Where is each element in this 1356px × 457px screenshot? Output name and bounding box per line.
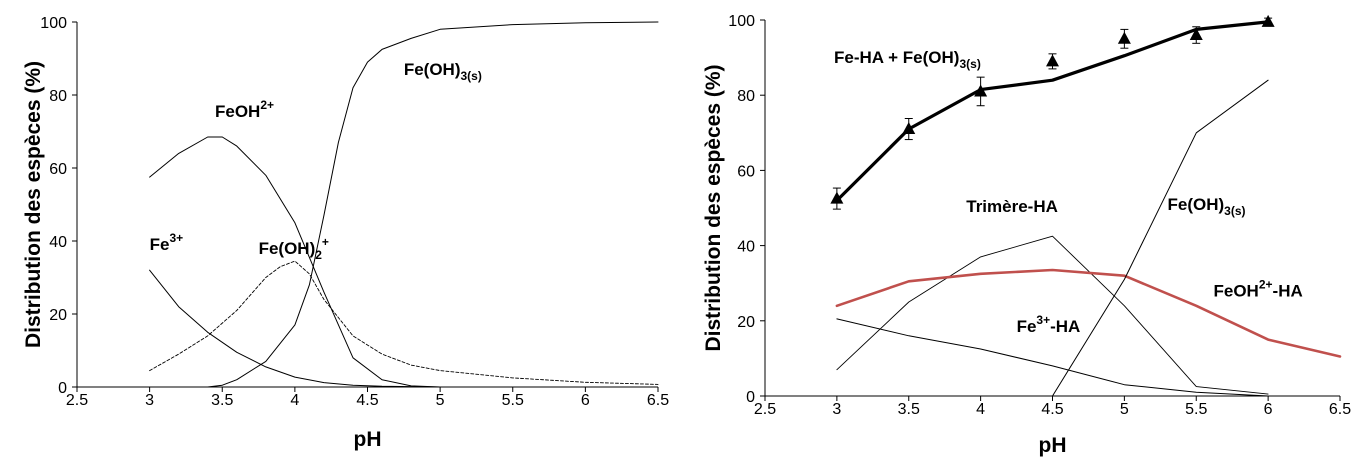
series-line-fe-oh-3-s — [149, 21, 659, 388]
y-tick-label: 100 — [40, 15, 67, 32]
series-label-feoh2: FeOH2+ — [215, 98, 274, 121]
x-tick-label: 5 — [1120, 401, 1129, 418]
series-label-fe-oh-3-s: Fe(OH)3(s) — [1168, 195, 1246, 218]
y-axis-label: Distribution des espèces (%) — [702, 64, 725, 351]
data-point-triangle — [830, 191, 844, 204]
y-axis-label: Distribution des espèces (%) — [22, 61, 45, 348]
series-label-subscript: 3(s) — [1224, 204, 1245, 218]
right-chart-panel: 2.5 3 3.5 4 4.5 5 5.5 6 6.5 0 20 40 60 80 100 pH Distrib… — [702, 13, 1351, 457]
series-label-superscript: + — [322, 235, 329, 249]
x-tick-label: 6.5 — [647, 392, 669, 409]
x-tick-label: 6.5 — [1329, 401, 1351, 418]
x-tick-label: 5.5 — [1185, 401, 1207, 418]
x-tick-label: 4 — [976, 401, 985, 418]
series-label-main: Fe-HA + Fe(OH) — [834, 48, 959, 67]
data-point-triangle — [1261, 14, 1275, 27]
series-label-fe-oh-3-s: Fe(OH)3(s) — [404, 60, 482, 83]
series-label-main: FeOH — [215, 102, 260, 121]
y-tick-label: 100 — [728, 13, 755, 30]
x-tick-label: 4 — [290, 392, 299, 409]
x-tick-label: 6 — [581, 392, 590, 409]
y-tick-label: 40 — [49, 234, 67, 251]
data-point-triangle — [1117, 31, 1131, 44]
y-tick-label: 80 — [737, 88, 755, 105]
left-chart-panel: 2.5 3 3.5 4 4.5 5 5.5 6 6.5 0 20 40 60 80 100 pH Distrib… — [22, 15, 669, 451]
x-axis-label: pH — [1039, 434, 1067, 457]
series-line-fe-oh-3-s — [1052, 79, 1269, 397]
y-tick-label: 20 — [737, 314, 755, 331]
series-label-suffix: -HA — [1273, 281, 1303, 300]
x-tick-label: 4.5 — [1041, 401, 1063, 418]
x-tick-label: 5 — [436, 392, 445, 409]
series-label-main: Fe(OH) — [404, 60, 461, 79]
series-label-main: FeOH — [1214, 281, 1259, 300]
data-point-triangle — [1189, 28, 1203, 41]
x-tick-label: 2.5 — [66, 392, 88, 409]
x-axis-label: pH — [354, 428, 382, 451]
x-tick-label: 3 — [832, 401, 841, 418]
data-point-triangle — [902, 122, 916, 135]
series-line-fe3 — [149, 269, 441, 388]
series-line-feoh2 — [149, 136, 441, 388]
series-line-fe3-ha — [836, 318, 1269, 397]
series-line-fe-oh-2 — [149, 260, 659, 385]
x-tick-label: 6 — [1264, 401, 1273, 418]
y-tick-label: 0 — [58, 380, 67, 397]
series-label-fe3: Fe3+ — [150, 231, 184, 254]
series-label-subscript: 3(s) — [460, 69, 481, 83]
series-label-subscript: 2 — [315, 248, 322, 262]
x-tick-label: 4.5 — [356, 392, 378, 409]
y-tick-label: 80 — [49, 88, 67, 105]
series-label-superscript: 3+ — [1036, 313, 1050, 327]
y-tick-label: 0 — [746, 389, 755, 406]
series-label-superscript: 3+ — [169, 231, 183, 245]
series-line-feoh2-ha — [835, 268, 1342, 358]
series-label-superscript: 2+ — [260, 98, 274, 112]
series-label-main: Fe(OH) — [1168, 195, 1225, 214]
x-tick-label: 5.5 — [502, 392, 524, 409]
x-tick-label: 2.5 — [754, 401, 776, 418]
y-tick-label: 40 — [737, 239, 755, 256]
x-tick-label: 3.5 — [211, 392, 233, 409]
series-label-main: Fe — [150, 235, 170, 254]
x-tick-label: 3.5 — [898, 401, 920, 418]
series-label-fe3-ha: Fe3+-HA — [1017, 313, 1081, 336]
series-label-feoh2-ha: FeOH2+-HA — [1214, 277, 1303, 300]
x-tick-label: 3 — [145, 392, 154, 409]
series-label-main: Fe — [1017, 317, 1037, 336]
series-label-main: Fe(OH) — [259, 239, 316, 258]
series-line-trim-re-ha — [836, 235, 1269, 395]
series-label-suffix: -HA — [1050, 317, 1080, 336]
series-label-trim-re-ha: Trimère-HA — [966, 197, 1058, 216]
series-label-fe-oh-2: Fe(OH)2+ — [259, 235, 329, 262]
y-tick-label: 60 — [49, 161, 67, 178]
series-label-superscript: 2+ — [1259, 277, 1273, 291]
data-point-triangle — [974, 84, 988, 97]
series-label-main: Trimère-HA — [966, 197, 1058, 216]
series-label-fe-ha-fe-oh-3-s: Fe-HA + Fe(OH)3(s) — [834, 48, 981, 71]
y-tick-label: 60 — [737, 163, 755, 180]
y-tick-label: 20 — [49, 307, 67, 324]
data-point-triangle — [1046, 54, 1059, 67]
series-label-subscript: 3(s) — [959, 57, 980, 71]
